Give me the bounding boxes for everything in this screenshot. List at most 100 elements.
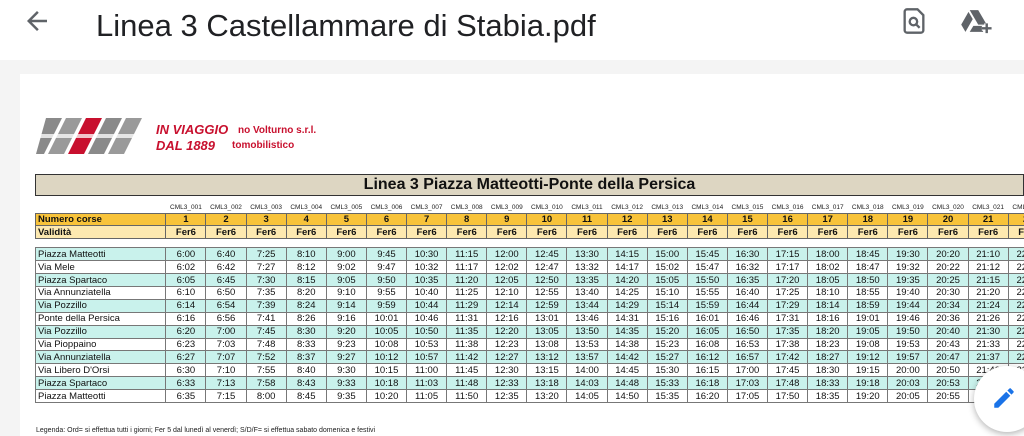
validity-cell: Fer6	[205, 225, 247, 240]
departure-time-cell: 12:55	[526, 285, 568, 300]
departure-time-cell: 16:01	[686, 311, 728, 326]
departure-time-cell: 9:47	[365, 260, 408, 275]
departure-time-cell: 8:10	[285, 247, 327, 262]
trip-number-cell: 18	[847, 212, 889, 227]
departure-time-cell: 8:37	[285, 350, 327, 365]
departure-time-cell: 12:23	[486, 337, 528, 352]
codes-label-cell	[36, 203, 166, 213]
logo-company-line-2: tomobilistico	[232, 140, 295, 151]
departure-time-cell: 8:20	[285, 285, 327, 300]
edit-button[interactable]	[974, 366, 1024, 432]
add-to-drive-icon[interactable]	[960, 6, 994, 36]
departure-time-cell: 17:00	[726, 363, 769, 378]
stop-name-cell: Via Pioppaino	[34, 337, 167, 352]
departure-time-cell: 22:28	[1007, 337, 1024, 352]
spacer-cell	[36, 239, 1024, 248]
trip-code-cell: CML3_013	[651, 204, 684, 212]
departure-time-cell: 18:55	[847, 285, 889, 300]
departure-time-cell: 11:29	[446, 298, 488, 313]
departure-time-cell: 16:30	[726, 247, 769, 262]
departure-time-cell: 13:50	[566, 324, 608, 339]
departure-time-cell: 7:58	[245, 376, 287, 391]
departure-time-cell: 10:20	[365, 389, 408, 403]
departure-time-cell: 11:50	[446, 389, 488, 403]
departure-time-cell: 7:30	[245, 273, 287, 287]
departure-time-cell: 6:33	[165, 376, 207, 391]
departure-time-cell: 15:30	[646, 363, 688, 378]
trip-code-cell: CML3_009	[490, 204, 523, 212]
departure-time-cell: 12:00	[486, 247, 528, 262]
trip-number-cell: 16	[767, 212, 809, 227]
departure-time-cell: 9:50	[365, 273, 408, 287]
departure-time-cell: 10:40	[406, 285, 448, 300]
departure-time-cell: 20:34	[927, 298, 969, 313]
departure-time-cell: 9:02	[325, 260, 367, 275]
trip-number-cell: 13	[646, 212, 688, 227]
departure-time-cell: 11:38	[446, 337, 488, 352]
departure-time-cell: 15:05	[646, 273, 688, 287]
departure-time-cell: 21:20	[967, 285, 1009, 300]
departure-time-cell: 18:27	[807, 350, 849, 365]
timetable-row: Piazza Spartaco 6:33 7:13 7:58 8:43 9:33 10:18…	[34, 376, 1024, 391]
arrow-back-icon[interactable]	[22, 6, 52, 36]
departure-time-cell: 20:43	[927, 337, 969, 352]
departure-time-cell: 18:30	[807, 363, 849, 378]
validity-cell: Fer6	[566, 225, 608, 240]
departure-time-cell: 7:45	[245, 324, 287, 339]
departure-time-cell: 16:46	[726, 311, 769, 326]
trip-code-cell: CML3_015	[731, 204, 764, 212]
departure-time-cell: 9:10	[325, 285, 367, 300]
departure-time-cell: 17:25	[767, 285, 809, 300]
departure-time-cell: 12:47	[526, 260, 568, 275]
departure-time-cell: 6:56	[205, 311, 247, 326]
trip-number-cell: 5	[325, 212, 367, 227]
validity-cell: Fer6	[526, 225, 568, 240]
departure-time-cell: 7:03	[205, 337, 247, 352]
trip-number-cell: 17	[807, 212, 849, 227]
departure-time-cell: 15:55	[686, 285, 728, 300]
trip-number-cell: 4	[285, 212, 327, 227]
departure-time-cell: 17:17	[767, 260, 809, 275]
departure-time-cell: 20:30	[927, 285, 969, 300]
departure-time-cell: 20:55	[927, 389, 969, 403]
departure-time-cell: 14:15	[606, 247, 648, 262]
departure-time-cell: 9:14	[325, 298, 367, 313]
departure-time-cell: 12:33	[486, 376, 528, 391]
stop-name-cell: Piazza Matteotti	[34, 247, 167, 262]
validity-cell: Fer6	[406, 225, 448, 240]
departure-time-cell: 16:40	[726, 285, 769, 300]
departure-time-cell: 17:03	[726, 376, 769, 391]
departure-time-cell: 15:50	[686, 273, 728, 287]
timetable-row: Via Pioppaino 6:23 7:03 7:48 8:33 9:23 10:08 10…	[34, 337, 1024, 352]
departure-time-cell: 15:23	[646, 337, 688, 352]
trip-number-cell: 6	[365, 212, 408, 227]
departure-time-cell: 10:12	[365, 350, 408, 365]
departure-time-cell: 10:32	[406, 260, 448, 275]
find-in-document-icon[interactable]	[900, 6, 928, 36]
departure-time-cell: 7:13	[205, 376, 247, 391]
departure-time-cell: 13:18	[526, 376, 568, 391]
departure-time-cell: 22:32	[1007, 350, 1024, 365]
departure-time-cell: 8:30	[285, 324, 327, 339]
departure-time-cell: 16:05	[686, 324, 728, 339]
trip-number-cell: 15	[726, 212, 769, 227]
departure-time-cell: 6:02	[165, 260, 207, 275]
timetable-row: Piazza Spartaco 6:05 6:45 7:30 8:15 9:05 9:50 1…	[34, 273, 1024, 287]
departure-time-cell: 8:26	[285, 311, 327, 326]
departure-time-cell: 7:55	[245, 363, 287, 378]
trip-code-cell: CML3_020	[932, 204, 964, 212]
trip-codes-row: CML3_001 CML3_002 CML3_003 CML3_004 CML3_005…	[36, 203, 1024, 213]
trip-number-cell: 12	[606, 212, 648, 227]
departure-time-cell: 13:15	[526, 363, 568, 378]
departure-time-cell: 13:44	[566, 298, 608, 313]
departure-time-cell: 14:50	[606, 389, 648, 403]
departure-time-cell: 10:57	[406, 350, 448, 365]
departure-time-cell: 22:25	[1007, 324, 1024, 339]
departure-time-cell: 16:15	[686, 363, 728, 378]
departure-time-cell: 7:52	[245, 350, 287, 365]
departure-time-cell: 8:12	[285, 260, 327, 275]
departure-time-cell: 16:12	[686, 350, 728, 365]
departure-time-cell: 11:48	[446, 376, 488, 391]
app-bar: Linea 3 Castellammare di Stabia.pdf	[0, 0, 1024, 60]
departure-time-cell: 12:59	[526, 298, 568, 313]
